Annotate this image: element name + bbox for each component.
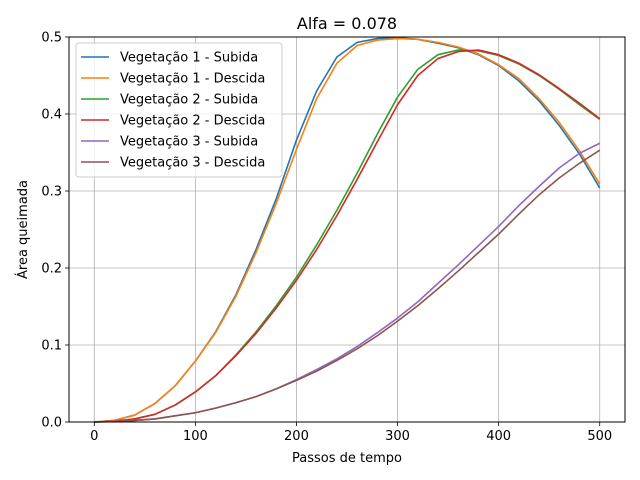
legend-entry: Vegetação 3 - Subida: [120, 135, 258, 150]
legend-entry: Vegetação 3 - Descida: [120, 156, 265, 171]
y-tick-label: 0.3: [41, 185, 62, 200]
legend-entry: Vegetação 1 - Descida: [120, 72, 265, 87]
x-tick-label: 200: [284, 429, 309, 444]
chart-title: Alfa = 0.078: [297, 14, 397, 33]
y-tick-label: 0.2: [41, 262, 62, 277]
legend-box: [75, 42, 283, 178]
plot-frame: [68, 36, 626, 423]
x-tick-label: 500: [587, 429, 612, 444]
series-lines: [94, 36, 601, 423]
series-line-4: [94, 49, 601, 423]
x-tick-label: 400: [486, 429, 511, 444]
series-line-6: [94, 149, 601, 423]
legend-entry: Vegetação 1 - Subida: [120, 51, 258, 66]
x-tick-label: 100: [183, 429, 208, 444]
y-tick-label: 0.0: [41, 416, 62, 431]
x-tick-label: 0: [90, 429, 98, 444]
series-line-2: [94, 37, 601, 423]
x-tick-label: 300: [385, 429, 410, 444]
axis-ticks: 0 100 200 300 400 500 0.0 0.1 0.2 0.3 0.4 0.5: [41, 31, 612, 445]
legend: Vegetação 1 - Subida Vegetação 1 - Descid…: [75, 42, 283, 178]
y-tick-label: 0.1: [41, 339, 62, 354]
y-tick-label: 0.4: [41, 108, 62, 123]
x-axis-label: Passos de tempo: [292, 451, 402, 466]
legend-entry: Vegetação 2 - Subida: [120, 93, 258, 108]
legend-entry: Vegetação 2 - Descida: [120, 114, 265, 129]
y-axis-label: Área queimada: [15, 180, 31, 279]
series-line-5: [94, 142, 601, 423]
y-tick-label: 0.5: [41, 31, 62, 46]
